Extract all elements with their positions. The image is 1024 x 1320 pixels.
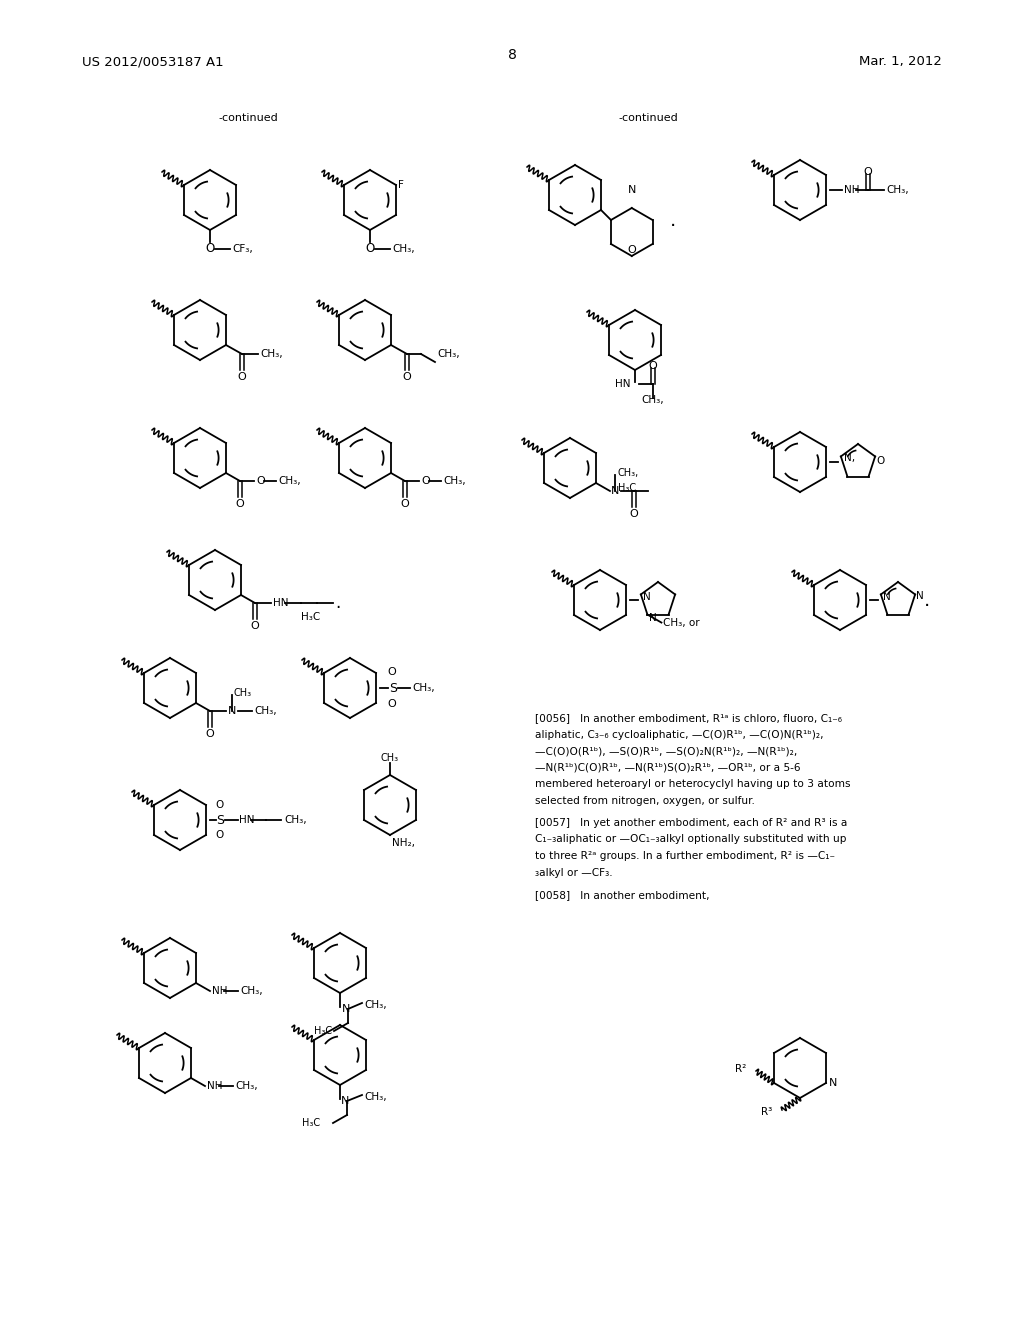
Text: O: O — [366, 242, 375, 255]
Text: O: O — [251, 620, 259, 631]
Text: O: O — [215, 830, 223, 840]
Text: H₃C: H₃C — [617, 483, 636, 492]
Text: S: S — [216, 813, 224, 826]
Text: CH₃,: CH₃, — [364, 1092, 387, 1102]
Text: selected from nitrogen, oxygen, or sulfur.: selected from nitrogen, oxygen, or sulfu… — [535, 796, 755, 805]
Text: O: O — [238, 372, 247, 381]
Text: HN: HN — [615, 379, 631, 389]
Text: Mar. 1, 2012: Mar. 1, 2012 — [859, 55, 942, 69]
Text: O: O — [400, 499, 410, 510]
Text: N: N — [649, 612, 657, 623]
Text: O: O — [630, 510, 638, 519]
Text: —C(O)O(R¹ᵇ), —S(O)R¹ᵇ, —S(O)₂N(R¹ᵇ)₂, —N(R¹ᵇ)₂,: —C(O)O(R¹ᵇ), —S(O)R¹ᵇ, —S(O)₂N(R¹ᵇ)₂, —N… — [535, 746, 798, 756]
Text: [0056]   In another embodiment, R¹ᵃ is chloro, fluoro, C₁₋₆: [0056] In another embodiment, R¹ᵃ is chl… — [535, 713, 842, 723]
Text: N: N — [611, 486, 620, 496]
Text: NH: NH — [207, 1081, 222, 1092]
Text: NH: NH — [212, 986, 227, 997]
Text: .: . — [335, 594, 340, 612]
Text: [0058]   In another embodiment,: [0058] In another embodiment, — [535, 890, 710, 900]
Text: —N(R¹ᵇ)C(O)R¹ᵇ, —N(R¹ᵇ)S(O)₂R¹ᵇ, —OR¹ᵇ, or a 5-6: —N(R¹ᵇ)C(O)R¹ᵇ, —N(R¹ᵇ)S(O)₂R¹ᵇ, —OR¹ᵇ, … — [535, 763, 801, 772]
Text: to three R²ᵃ groups. In a further embodiment, R² is —C₁₋: to three R²ᵃ groups. In a further embodi… — [535, 851, 835, 861]
Text: HN: HN — [239, 814, 255, 825]
Text: N: N — [341, 1096, 349, 1106]
Text: H₃C: H₃C — [301, 612, 321, 622]
Text: CH₃,: CH₃, — [392, 244, 415, 253]
Text: membered heteroaryl or heterocyclyl having up to 3 atoms: membered heteroaryl or heterocyclyl havi… — [535, 779, 851, 789]
Text: R²: R² — [735, 1064, 746, 1074]
Text: CH₃,: CH₃, — [642, 395, 665, 405]
Text: O: O — [877, 457, 885, 466]
Text: N: N — [883, 593, 891, 602]
Text: H₃C: H₃C — [302, 1118, 319, 1129]
Text: CH₃,: CH₃, — [412, 682, 434, 693]
Text: N: N — [342, 1005, 350, 1014]
Text: O: O — [256, 477, 265, 486]
Text: O: O — [215, 800, 223, 810]
Text: N: N — [916, 591, 924, 602]
Text: O: O — [648, 360, 657, 371]
Text: N: N — [228, 706, 237, 715]
Text: -continued: -continued — [218, 114, 278, 123]
Text: N: N — [628, 185, 636, 195]
Text: .: . — [670, 210, 676, 230]
Text: O: O — [628, 246, 636, 255]
Text: R³: R³ — [761, 1107, 772, 1117]
Text: CH₃,: CH₃, — [234, 1081, 258, 1092]
Text: O: O — [206, 729, 214, 739]
Text: CH₃: CH₃ — [233, 688, 252, 698]
Text: NH: NH — [844, 185, 859, 195]
Text: CH₃, or: CH₃, or — [664, 618, 700, 627]
Text: CH₃,: CH₃, — [437, 348, 460, 359]
Text: H₃C: H₃C — [314, 1026, 332, 1036]
Text: N,: N, — [844, 454, 855, 463]
Text: F: F — [398, 180, 403, 190]
Text: CH₃,: CH₃, — [886, 185, 908, 195]
Text: O: O — [236, 499, 245, 510]
Text: CH₃,: CH₃, — [260, 348, 283, 359]
Text: O: O — [863, 168, 872, 177]
Text: O: O — [388, 700, 396, 709]
Text: ₃alkyl or —CF₃.: ₃alkyl or —CF₃. — [535, 867, 612, 878]
Text: O: O — [421, 477, 430, 486]
Text: CF₃,: CF₃, — [232, 244, 253, 253]
Text: CH₃,: CH₃, — [364, 1001, 387, 1010]
Text: N: N — [829, 1078, 838, 1088]
Text: .: . — [924, 590, 930, 610]
Text: CH₃,: CH₃, — [240, 986, 262, 997]
Text: 8: 8 — [508, 48, 516, 62]
Text: O: O — [402, 372, 412, 381]
Text: C₁₋₃aliphatic or —OC₁₋₃alkyl optionally substituted with up: C₁₋₃aliphatic or —OC₁₋₃alkyl optionally … — [535, 834, 847, 845]
Text: CH₃,: CH₃, — [284, 814, 306, 825]
Text: NH₂,: NH₂, — [392, 838, 415, 847]
Text: -continued: -continued — [618, 114, 678, 123]
Text: [0057]   In yet another embodiment, each of R² and R³ is a: [0057] In yet another embodiment, each o… — [535, 818, 848, 828]
Text: CH₃: CH₃ — [381, 752, 399, 763]
Text: S: S — [389, 681, 397, 694]
Text: aliphatic, C₃₋₆ cycloaliphatic, —C(O)R¹ᵇ, —C(O)N(R¹ᵇ)₂,: aliphatic, C₃₋₆ cycloaliphatic, —C(O)R¹ᵇ… — [535, 730, 823, 739]
Text: CH₃,: CH₃, — [617, 469, 639, 478]
Text: CH₃,: CH₃, — [443, 477, 466, 486]
Text: HN: HN — [273, 598, 289, 609]
Text: O: O — [206, 242, 215, 255]
Text: N: N — [643, 593, 650, 602]
Text: CH₃,: CH₃, — [278, 477, 301, 486]
Text: US 2012/0053187 A1: US 2012/0053187 A1 — [82, 55, 223, 69]
Text: CH₃,: CH₃, — [254, 706, 276, 715]
Text: O: O — [388, 667, 396, 677]
